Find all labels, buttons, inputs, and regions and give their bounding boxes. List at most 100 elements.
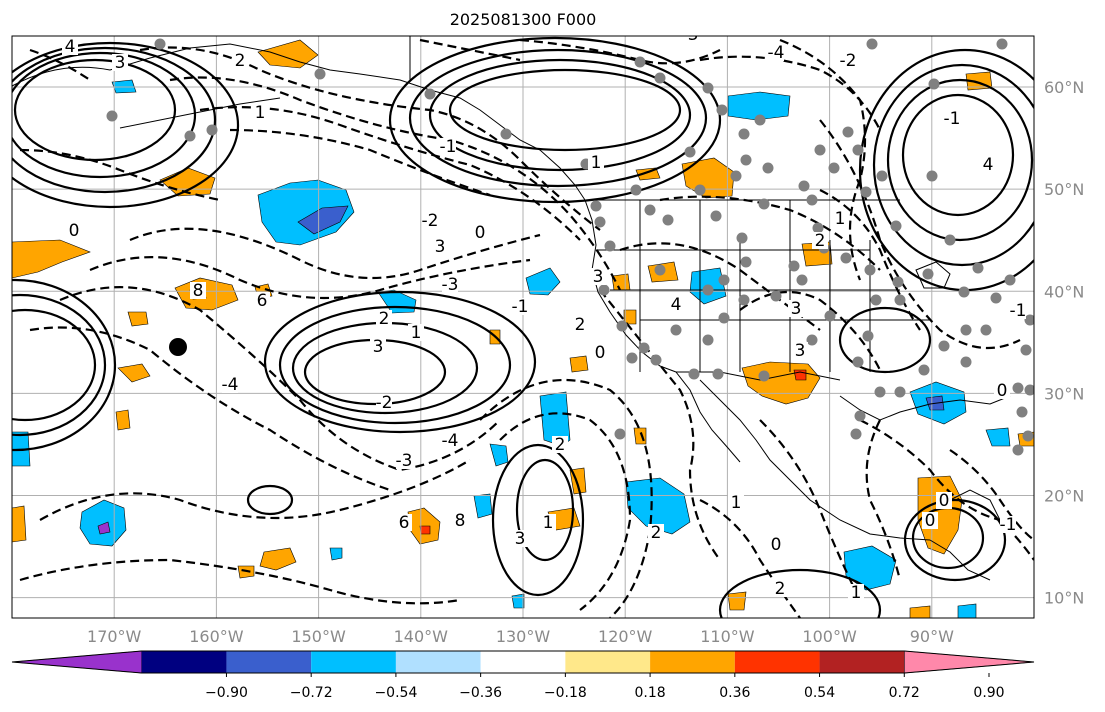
station-dot	[860, 186, 872, 198]
contour-label: 3	[593, 267, 604, 287]
station-dot	[972, 262, 984, 274]
contour-label: 3	[795, 341, 806, 361]
station-dot	[634, 56, 646, 68]
contour-label-bg	[512, 530, 528, 547]
station-dot	[630, 184, 642, 196]
contour-label-bg	[768, 536, 784, 553]
high-contour	[12, 293, 107, 437]
contour-label-bg	[980, 156, 996, 173]
contour-label-bg	[792, 342, 808, 359]
blue-patch	[511, 593, 525, 609]
station-dot	[852, 356, 864, 368]
station-dot	[806, 334, 818, 346]
orange-patch	[727, 591, 747, 611]
contour-label: -1	[1010, 301, 1027, 321]
station-dot	[1012, 444, 1024, 456]
contour-label-bg	[922, 512, 938, 529]
high-contour	[263, 290, 537, 434]
station-dot	[1016, 406, 1028, 418]
station-dot	[980, 324, 992, 336]
orange-patch	[611, 273, 631, 291]
high-contour	[901, 93, 1015, 217]
contour-label: -1	[944, 109, 961, 129]
station-dot	[892, 276, 904, 288]
contour-label: -3	[442, 275, 459, 295]
contour-label-bg	[408, 324, 424, 341]
contour-label: -2	[422, 211, 439, 231]
station-dot	[712, 368, 724, 380]
contour-label-bg	[396, 452, 412, 469]
station-dot	[594, 216, 606, 228]
station-dot	[654, 72, 666, 84]
blue-patch	[489, 443, 509, 467]
station-dot	[738, 128, 750, 140]
contour-label-bg	[1000, 516, 1016, 533]
contour-label-bg	[422, 212, 438, 229]
station-dot	[206, 124, 218, 136]
high-contour	[12, 51, 197, 179]
station-dot	[828, 162, 840, 174]
station-dot	[654, 264, 666, 276]
contour-label-bg	[994, 382, 1010, 399]
contour-label: 6	[257, 291, 268, 311]
lat-label: 50°N	[1044, 180, 1084, 199]
blue-patch	[473, 493, 493, 519]
contour-label: 2	[651, 523, 662, 543]
contour-label: -3	[396, 451, 413, 471]
colorbar-segment	[480, 651, 566, 673]
contour-label-bg	[254, 292, 270, 309]
high-contour	[515, 458, 575, 562]
blue-patch	[625, 477, 691, 535]
station-dot	[684, 146, 696, 158]
high-contour	[886, 78, 1034, 242]
lat-label: 10°N	[1044, 589, 1084, 608]
colorbar: −0.90 −0.72 −0.54 −0.36 −0.18 0.18 0.36 0.54 0.7…	[11, 650, 1035, 701]
contour-label: -4	[442, 431, 459, 451]
lon-label: 130°W	[496, 627, 551, 646]
contour-label-bg	[376, 310, 392, 327]
contour-label-bg	[648, 524, 664, 541]
blue-patch	[257, 179, 355, 246]
contour-label: 6	[399, 513, 410, 533]
contour-label-bg	[812, 232, 828, 249]
colorbar-outline	[11, 650, 1035, 674]
contour-label-bg	[452, 512, 468, 529]
station-dot	[754, 114, 766, 126]
high-contour	[838, 306, 932, 374]
contour-label-bg	[62, 38, 78, 55]
contour-label-bg	[252, 104, 268, 121]
station-dot	[850, 428, 862, 440]
colorbar-segment	[226, 651, 312, 673]
contour-label-bg	[376, 394, 392, 411]
lon-label: 90°W	[910, 627, 954, 646]
station-dot	[894, 294, 906, 306]
purple-patch	[97, 521, 111, 535]
blue-patch	[329, 547, 343, 561]
contour-label: 3	[515, 529, 526, 549]
high-contour	[903, 498, 1007, 582]
contour-label: 1	[835, 209, 846, 229]
station-dot	[798, 180, 810, 192]
station-dot	[710, 210, 722, 222]
lon-label: 160°W	[189, 627, 244, 646]
station-dot	[814, 144, 826, 156]
contour-label-bg	[370, 338, 386, 355]
mexico-west-coast	[699, 379, 931, 541]
contour-label: 0	[925, 511, 936, 531]
orange-patch	[127, 311, 149, 327]
blue-patch	[727, 91, 791, 121]
station-dot	[662, 214, 674, 226]
contour-label-bg	[222, 376, 238, 393]
contour-label: 4	[983, 155, 994, 175]
station-dot	[840, 252, 852, 264]
station-dot	[812, 222, 824, 234]
station-dot	[1012, 382, 1024, 394]
station-dot	[922, 268, 934, 280]
station-dot	[1004, 274, 1016, 286]
contour-label-bg	[840, 52, 856, 69]
station-dot	[762, 162, 774, 174]
station-dot	[806, 194, 818, 206]
station-dot	[890, 220, 902, 232]
latitude-labels: 60°N 50°N 40°N 30°N 20°N 10°N	[1044, 78, 1084, 608]
station-dot	[870, 294, 882, 306]
